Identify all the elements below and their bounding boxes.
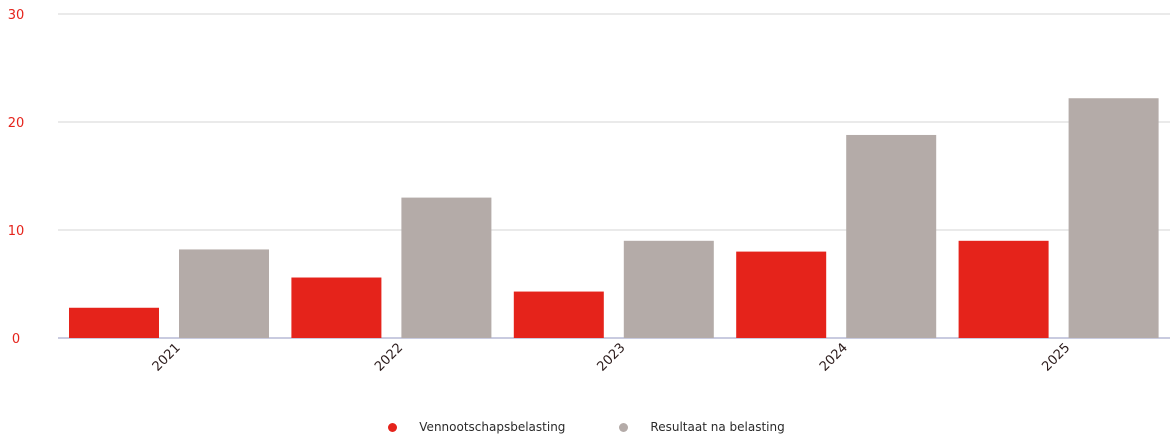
y-tick-label: 0 — [12, 332, 20, 347]
bar-2021-resultaat[interactable] — [179, 249, 269, 338]
legend-label: Vennootschapsbelasting — [419, 420, 566, 434]
x-tick-label: 2024 — [817, 341, 851, 375]
legend-dot-icon — [619, 422, 629, 432]
x-tick-label: 2021 — [150, 341, 184, 375]
bar-2022-vennootschapsbelasting[interactable] — [291, 277, 382, 338]
bars — [69, 98, 1159, 339]
y-axis-ticks: 0 10 20 30 — [8, 8, 25, 347]
x-tick-label: 2022 — [372, 341, 406, 375]
legend-item-resultaat[interactable]: Resultaat na belasting — [619, 420, 785, 434]
bar-2024-resultaat[interactable] — [846, 134, 937, 338]
legend-label: Resultaat na belasting — [650, 420, 785, 434]
bar-2022-resultaat[interactable] — [401, 197, 492, 338]
bar-2023-resultaat[interactable] — [623, 240, 714, 338]
x-tick-label: 2023 — [595, 341, 629, 375]
bar-2025-resultaat[interactable] — [1068, 98, 1159, 339]
x-axis-ticks: 2021 2022 2023 2024 2025 — [150, 341, 1074, 375]
legend-dot-icon — [388, 422, 398, 432]
y-tick-label: 20 — [8, 116, 25, 131]
bar-2025-vennootschapsbelasting[interactable] — [958, 240, 1049, 338]
y-tick-label: 30 — [8, 8, 25, 23]
legend: Vennootschapsbelasting Resultaat na bela… — [0, 418, 1173, 436]
bar-2024-vennootschapsbelasting[interactable] — [736, 251, 827, 338]
x-tick-label: 2025 — [1039, 341, 1073, 375]
bar-2023-vennootschapsbelasting[interactable] — [513, 291, 604, 338]
bar-chart: 0 10 20 30 2021 2022 2023 2024 2025 — [8, 8, 1170, 375]
y-tick-label: 10 — [8, 224, 25, 239]
legend-item-vennootschapsbelasting[interactable]: Vennootschapsbelasting — [388, 420, 565, 434]
bar-2021-vennootschapsbelasting[interactable] — [69, 307, 159, 338]
